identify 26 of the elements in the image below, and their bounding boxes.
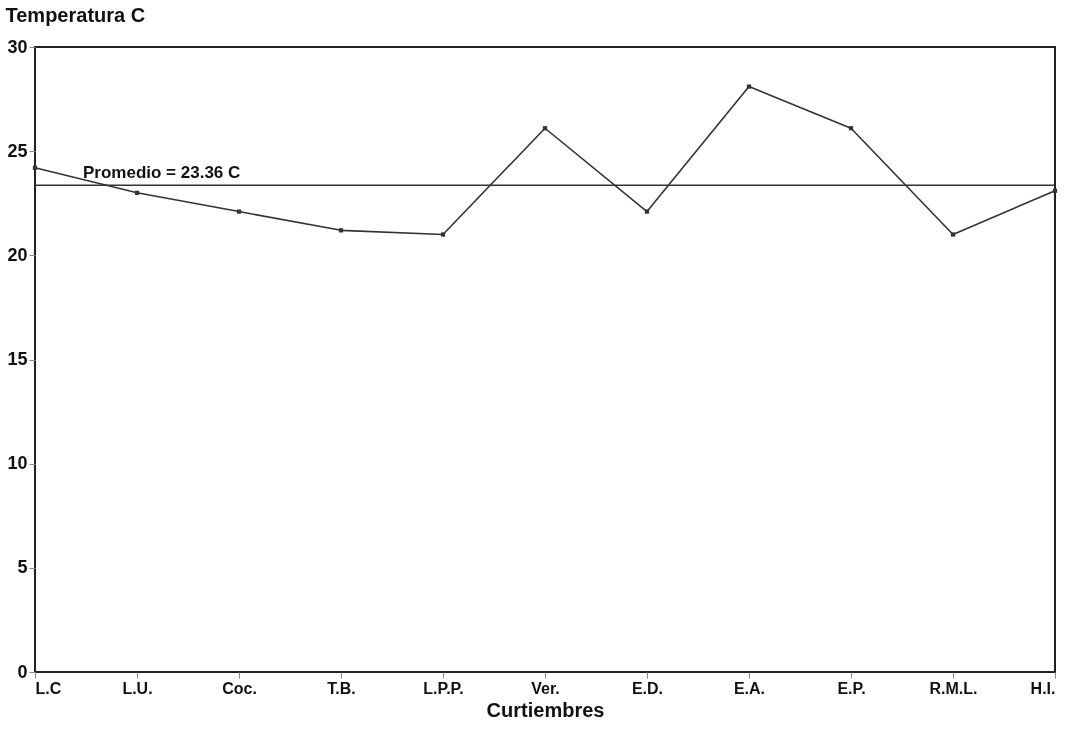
- point: [746, 84, 752, 89]
- point: [236, 209, 242, 214]
- y-tick-label: 25: [7, 140, 28, 161]
- ref-line-label: Promedio = 23.36 C: [83, 163, 241, 183]
- x-tick-label: L.P.P.: [423, 679, 464, 697]
- y-tick-label: 10: [7, 453, 28, 474]
- x-tick-label: H.I.: [1030, 679, 1056, 697]
- y-tick-label: 15: [7, 349, 28, 369]
- point: [950, 232, 956, 237]
- x-tick-label: T.B.: [327, 679, 356, 697]
- point: [644, 209, 650, 214]
- x-tick-label: Coc.: [222, 679, 257, 697]
- x-tick-label: Ver.: [531, 679, 560, 697]
- x-tick-label: L.U.: [122, 679, 153, 697]
- point: [440, 232, 446, 237]
- x-tick-label: E.A.: [733, 679, 766, 697]
- y-tick-label: 20: [7, 244, 28, 265]
- x-tick-label: E.P.: [837, 679, 866, 697]
- x-axis-title: Curtiembres: [486, 698, 605, 721]
- x-tick-label: R.M.L.: [929, 679, 978, 697]
- y-tick-label: 30: [7, 36, 28, 57]
- x-tick-label: L.C: [35, 679, 62, 697]
- y-tick-label: 5: [17, 557, 28, 578]
- x-tick-label: E.D.: [631, 679, 664, 697]
- y-tick-label: 0: [17, 661, 28, 682]
- y-axis-title: Temperatura C: [5, 3, 146, 26]
